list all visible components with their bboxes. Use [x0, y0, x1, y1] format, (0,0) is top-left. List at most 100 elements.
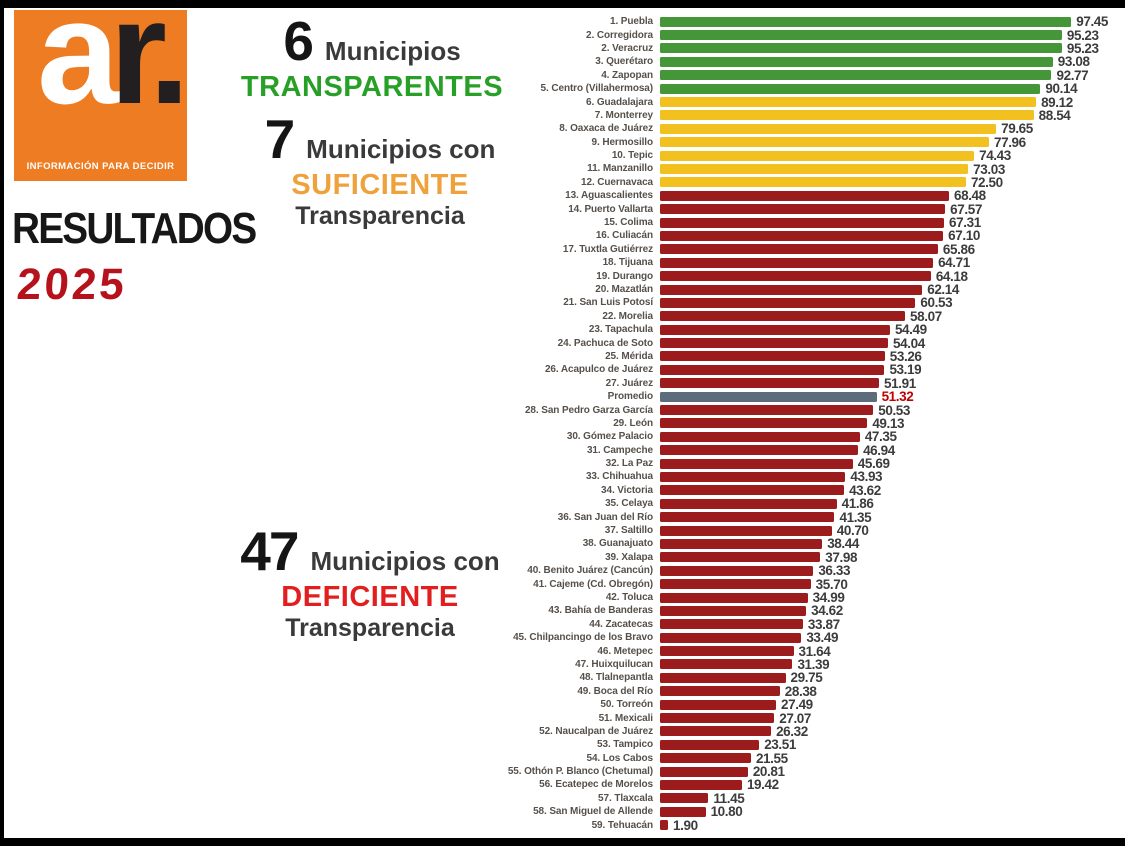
- row-value: 11.45: [713, 790, 745, 806]
- bar-suficiente: [660, 177, 966, 188]
- row-value: 26.32: [776, 723, 808, 739]
- bar-transparente: [660, 30, 1062, 41]
- row-label: 48. Tlalnepantla: [579, 672, 654, 684]
- bar-area: 26.32: [660, 724, 1125, 739]
- bar-deficiente: [660, 351, 885, 362]
- annotation-suficiente: 7 Municipios con SUFICIENTE Transparenci…: [241, 109, 519, 230]
- bar-area: 95.23: [660, 41, 1125, 56]
- row-value: 1.90: [673, 817, 698, 833]
- chart-row: 2. Corregidora 95.23: [428, 28, 1125, 43]
- bar-deficiente: [660, 739, 760, 750]
- row-label: 58. San Miguel de Allende: [533, 806, 653, 818]
- row-label: 20. Mazatlán: [595, 284, 653, 295]
- bar-area: 33.49: [660, 630, 1125, 645]
- row-value: 41.86: [841, 496, 874, 512]
- bar-deficiente: [660, 699, 776, 710]
- chart-row: 44. Zacatecas 33.87: [428, 617, 1125, 632]
- bar-area: 93.08: [660, 54, 1125, 69]
- bar-deficiente: [660, 418, 868, 429]
- row-value: 79.65: [1001, 121, 1033, 137]
- bar-area: 31.64: [660, 644, 1125, 659]
- annotation-deficiente: 47 Municipios con DEFICIENTE Transparenc…: [221, 521, 519, 642]
- row-value: 37.98: [825, 549, 858, 565]
- bar-area: 31.39: [660, 657, 1125, 672]
- row-value: 54.49: [894, 322, 927, 338]
- row-value: 46.94: [863, 442, 895, 458]
- row-label: 12. Cuernavaca: [581, 176, 653, 188]
- bar-area: 89.12: [660, 95, 1125, 110]
- row-value: 58.07: [910, 308, 942, 324]
- annotation-deficiente-line1: 47 Municipios con: [221, 521, 519, 581]
- row-value: 40.70: [836, 523, 869, 539]
- row-value: 65.86: [942, 241, 975, 257]
- bar-deficiente: [660, 686, 780, 697]
- row-value: 64.18: [935, 268, 968, 284]
- row-label: 41. Cajeme (Cd. Obregón): [533, 578, 653, 590]
- row-label: 2. Corregidora: [586, 29, 653, 41]
- row-value: 73.03: [973, 161, 1005, 177]
- bar-deficiente: [660, 471, 846, 482]
- row-value: 33.49: [806, 630, 839, 646]
- row-label: 26. Acapulco de Juárez: [544, 364, 653, 376]
- row-label: 15. Colima: [603, 217, 653, 229]
- bar-area: 68.48: [660, 188, 1125, 203]
- chart-row: 58. San Miguel de Allende 10.80: [428, 804, 1125, 819]
- bar-area: 73.03: [660, 162, 1125, 177]
- row-label: 33. Chihuahua: [585, 471, 653, 483]
- row-value: 64.71: [938, 255, 970, 271]
- bar-deficiente: [660, 525, 832, 536]
- row-label: 30. Gómez Palacio: [566, 431, 653, 443]
- row-label: 38. Guanajuato: [582, 538, 653, 550]
- bar-area: 36.33: [660, 563, 1125, 578]
- chart-row: 56. Ecatepec de Morelos 19.42: [428, 777, 1125, 792]
- chart-row: 29. León 49.13: [428, 416, 1125, 431]
- row-value: 88.54: [1038, 107, 1071, 123]
- chart-row: 27. Juárez 51.91: [428, 376, 1125, 391]
- bar-area: 35.70: [660, 577, 1125, 592]
- chart-row: 45. Chilpancingo de los Bravo 33.49: [428, 630, 1125, 645]
- row-value: 31.39: [797, 656, 830, 672]
- ar-logo: ar. INFORMACIÓN PARA DECIDIR: [14, 10, 187, 181]
- row-value: 21.55: [755, 750, 788, 766]
- bar-area: 23.51: [660, 737, 1125, 752]
- bar-area: 40.70: [660, 523, 1125, 538]
- row-value: 43.62: [849, 482, 881, 498]
- chart-row: 25. Mérida 53.26: [428, 349, 1125, 364]
- bar-deficiente: [660, 646, 794, 657]
- bar-deficiente: [660, 619, 803, 630]
- row-value: 43.93: [850, 469, 883, 485]
- bar-area: 45.69: [660, 456, 1125, 471]
- row-value: 97.45: [1076, 14, 1109, 30]
- bar-area: 67.31: [660, 215, 1125, 230]
- annotation-deficiente-line3: Transparencia: [285, 613, 455, 642]
- row-label: 40. Benito Juárez (Cancún): [527, 565, 653, 577]
- row-value: 36.33: [818, 563, 851, 579]
- chart-row: 28. San Pedro Garza García 50.53: [428, 403, 1125, 418]
- label-deficiente: DEFICIENTE: [281, 581, 459, 614]
- bar-suficiente: [660, 137, 989, 148]
- chart-row: Promedio 51.32: [428, 389, 1125, 404]
- bar-area: 49.13: [660, 416, 1125, 431]
- row-label: 53. Tampico: [597, 739, 653, 751]
- bar-area: 67.10: [660, 228, 1125, 243]
- bar-area: 47.35: [660, 429, 1125, 444]
- bar-area: 90.14: [660, 81, 1125, 96]
- row-label: 10. Tepic: [611, 150, 653, 162]
- row-label: 59. Tehuacán: [591, 819, 654, 831]
- chart-row: 10. Tepic 74.43: [428, 148, 1125, 163]
- chart-row: 5. Centro (Villahermosa) 90.14: [428, 81, 1125, 96]
- bar-area: 53.19: [660, 362, 1125, 377]
- row-label: 56. Ecatepec de Morelos: [539, 779, 653, 791]
- bar-deficiente: [660, 498, 837, 509]
- bar-deficiente: [660, 485, 845, 496]
- logo-tagline: INFORMACIÓN PARA DECIDIR: [26, 161, 175, 172]
- row-label: 8. Oaxaca de Juárez: [559, 123, 653, 135]
- row-value: 28.38: [784, 683, 817, 699]
- row-label: 31. Campeche: [586, 444, 653, 456]
- row-value: 41.35: [839, 509, 872, 525]
- row-value: 67.31: [949, 215, 981, 231]
- bar-suficiente: [660, 150, 975, 161]
- bar-area: 79.65: [660, 121, 1125, 136]
- row-label: 18. Tijuana: [602, 257, 654, 269]
- bar-deficiente: [660, 552, 821, 563]
